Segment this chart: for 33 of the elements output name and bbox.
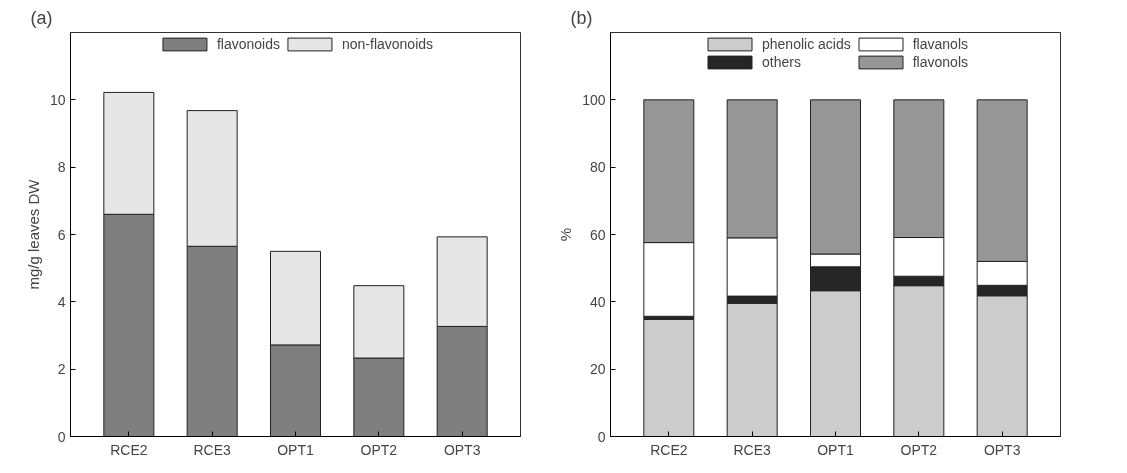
chart-title: (b) bbox=[570, 7, 593, 28]
legend-label: others bbox=[762, 54, 801, 70]
y-axis-title: % bbox=[557, 227, 575, 242]
x-tick-label: OPT3 bbox=[443, 441, 481, 458]
y-tick-label: 20 bbox=[589, 361, 606, 378]
y-tick-label: 0 bbox=[57, 428, 66, 445]
legend-label: phenolic acids bbox=[762, 36, 851, 52]
y-tick-label: 0 bbox=[597, 428, 606, 445]
chart-title: (a) bbox=[30, 7, 53, 28]
y-tick-label: 2 bbox=[57, 361, 66, 378]
x-tick-label: OPT1 bbox=[277, 441, 314, 458]
legend-label: non-flavonoids bbox=[341, 36, 434, 52]
y-tick-label: 8 bbox=[57, 159, 66, 176]
y-tick-label: 100 bbox=[582, 91, 606, 108]
x-tick-label: RCE2 bbox=[650, 441, 688, 458]
y-tick-label: 10 bbox=[49, 91, 66, 108]
legend-label: flavonoids bbox=[216, 36, 280, 52]
y-tick-label: 6 bbox=[57, 226, 66, 243]
x-tick-label: RCE3 bbox=[193, 441, 232, 458]
x-tick-label: OPT1 bbox=[817, 441, 854, 458]
x-tick-label: OPT2 bbox=[900, 441, 938, 458]
x-tick-label: RCE3 bbox=[733, 441, 772, 458]
x-tick-label: OPT2 bbox=[360, 441, 398, 458]
y-axis-title: mg/g leaves DW bbox=[24, 178, 42, 290]
bar bbox=[643, 318, 695, 437]
x-tick-label: RCE2 bbox=[110, 441, 148, 458]
y-tick-label: 60 bbox=[589, 226, 606, 243]
legend-label: flavanols bbox=[912, 36, 968, 52]
legend-label: flavonols bbox=[912, 54, 968, 70]
y-tick-label: 80 bbox=[589, 159, 606, 176]
y-tick-label: 4 bbox=[57, 293, 66, 310]
y-tick-label: 40 bbox=[589, 293, 606, 310]
x-tick-label: OPT3 bbox=[983, 441, 1021, 458]
